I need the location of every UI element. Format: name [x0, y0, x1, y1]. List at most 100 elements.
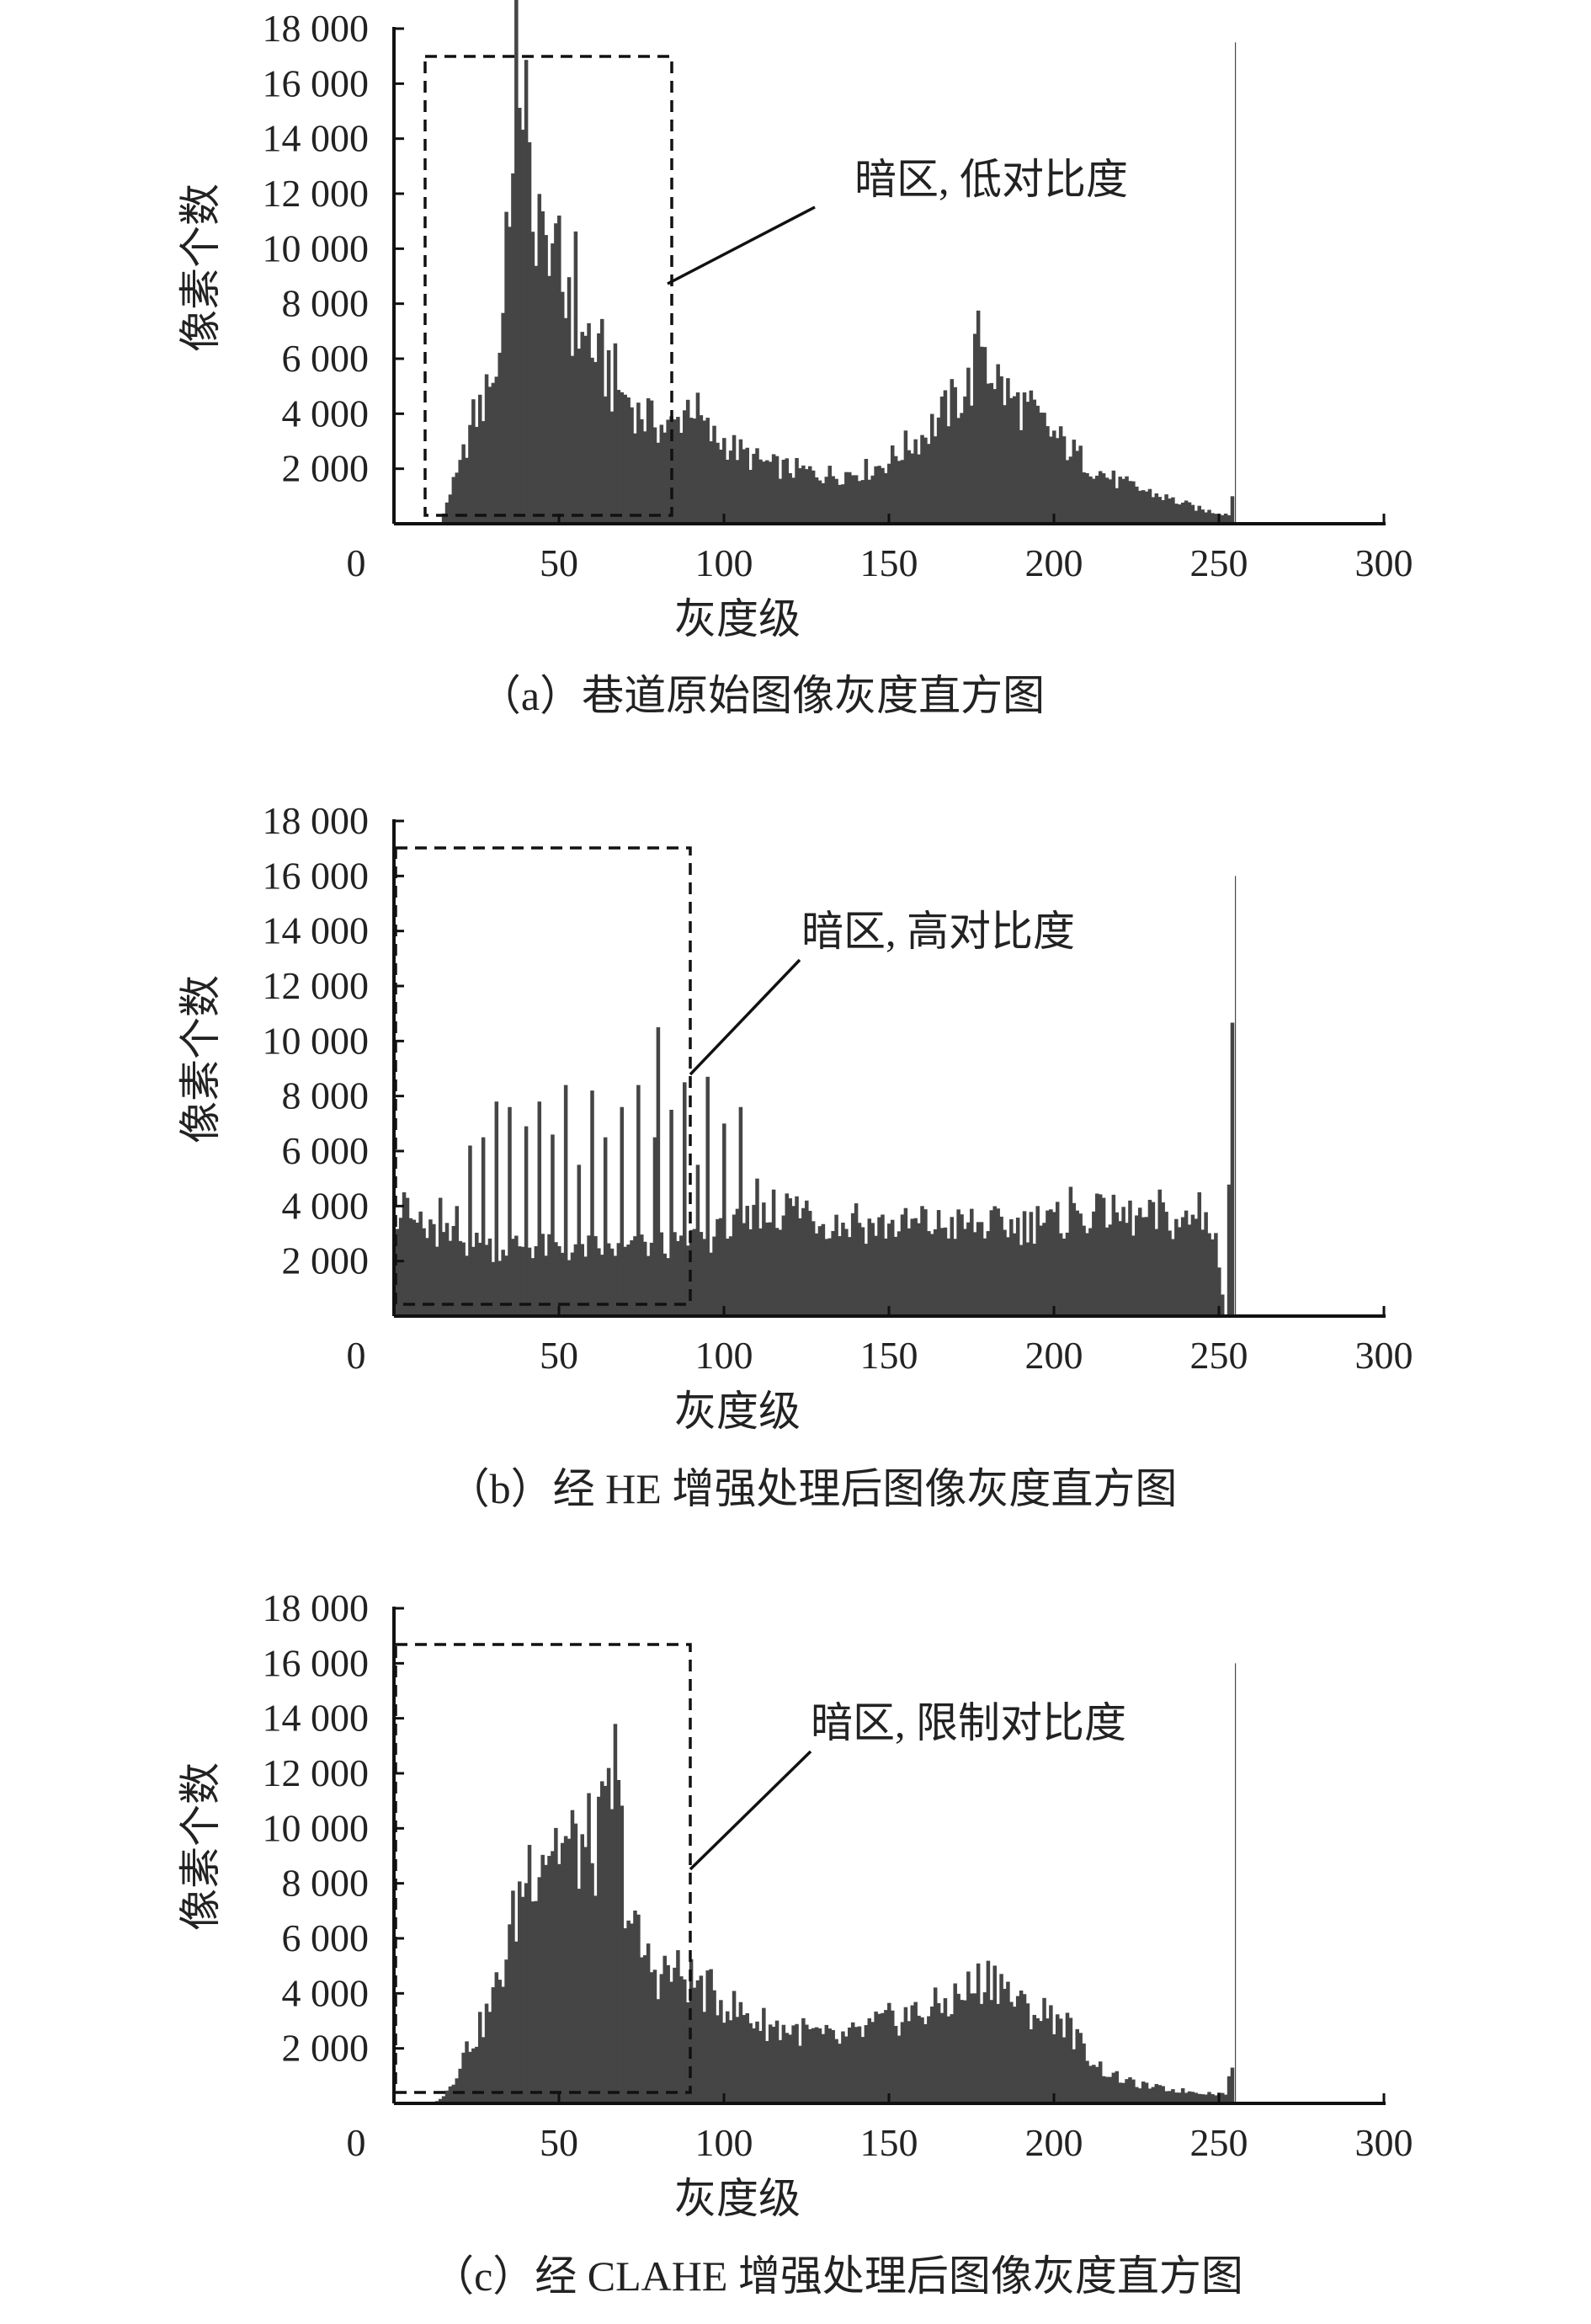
x-tick-label: 50 — [540, 2121, 578, 2164]
histogram-bar — [712, 425, 716, 524]
histogram-bar — [1082, 472, 1086, 524]
histogram-bar — [642, 1241, 647, 1316]
histogram-bar — [468, 424, 472, 524]
histogram-bar — [563, 317, 568, 524]
histogram-bar — [992, 389, 997, 524]
histogram-bar — [834, 2039, 838, 2103]
histogram-bar — [850, 2022, 855, 2103]
histogram-bar — [1147, 2088, 1152, 2103]
histogram-bar — [709, 1969, 713, 2103]
histogram-bar — [636, 1914, 641, 2103]
histogram-bar — [1220, 2092, 1225, 2103]
histogram-bar — [917, 454, 921, 524]
histogram-bar — [778, 1229, 783, 1316]
histogram-bar — [913, 1218, 918, 1316]
histogram-bar — [649, 1242, 654, 1316]
histogram-bar — [662, 1253, 667, 1316]
histogram-bar — [1194, 2092, 1199, 2103]
histogram-bar — [1088, 476, 1093, 524]
histogram-bar — [844, 472, 849, 524]
y-axis-title: 像素个数 — [177, 975, 224, 1143]
histogram-bar — [609, 411, 615, 524]
histogram-bar — [1190, 504, 1195, 524]
histogram-bar — [1104, 1227, 1109, 1316]
histogram-bar — [768, 2024, 773, 2103]
histogram-bar — [765, 1222, 769, 1316]
histogram-bar — [735, 1208, 740, 1316]
histogram-bar — [418, 1211, 423, 1316]
histogram-bar — [448, 494, 453, 524]
histogram-bar — [982, 1238, 987, 1316]
y-tick-label: 10 000 — [263, 1019, 370, 1062]
y-tick-label: 8 000 — [282, 1862, 370, 1905]
histogram-bar — [1039, 1225, 1043, 1316]
histogram-bar — [844, 2036, 849, 2103]
histogram-bar — [475, 426, 479, 524]
histogram-bar — [1125, 2079, 1129, 2103]
histogram-bar — [972, 333, 977, 524]
histogram-bar — [1154, 493, 1159, 524]
histogram-bar — [623, 394, 627, 524]
histogram-bar — [498, 1980, 502, 2103]
histogram-bar — [841, 1223, 845, 1316]
histogram-bar — [508, 1106, 512, 1316]
histogram-bar — [1128, 2077, 1132, 2103]
histogram-bar — [801, 465, 806, 524]
histogram-bar — [1200, 509, 1205, 524]
histogram-bar — [867, 2018, 872, 2103]
histogram-bar — [1161, 499, 1165, 524]
histogram-bar — [805, 469, 809, 524]
histogram-bar — [1065, 1232, 1070, 1316]
histogram-bar — [679, 1235, 684, 1316]
histogram-bar — [1164, 2091, 1168, 2103]
histogram-bar — [551, 243, 555, 524]
histogram-bar — [982, 347, 987, 524]
histogram-bar — [939, 1228, 944, 1316]
histogram-bar — [781, 1215, 786, 1316]
histogram-bar — [1072, 440, 1077, 524]
histogram-bar — [451, 477, 456, 524]
histogram-bar — [1101, 473, 1106, 524]
histogram-bar — [860, 1227, 865, 1316]
histogram-bar — [1174, 1218, 1179, 1316]
x-tick-label: 250 — [1190, 1334, 1248, 1377]
histogram-bar — [518, 1881, 522, 2103]
histogram-bar — [841, 484, 845, 524]
histogram-bar — [992, 1206, 997, 1316]
histogram-bar — [554, 1827, 558, 2103]
histogram-bar — [953, 1239, 957, 1316]
histogram-bar — [970, 1208, 974, 1316]
histogram-bar — [1049, 1209, 1053, 1316]
histogram-bar — [979, 2003, 984, 2103]
histogram-bar — [583, 1256, 588, 1316]
histogram-bar — [623, 1246, 627, 1316]
histogram-bar — [600, 1255, 604, 1316]
histogram-bar — [699, 1232, 704, 1316]
histogram-bar — [405, 1197, 410, 1316]
histogram-bar — [518, 1246, 522, 1316]
histogram-bar — [1164, 1212, 1168, 1316]
histogram-bar — [487, 386, 492, 524]
x-axis-title: 灰度级 — [674, 595, 801, 642]
histogram-bar — [465, 1255, 469, 1316]
histogram-bar — [527, 1845, 532, 2103]
histogram-bar — [758, 1228, 763, 1316]
histogram-bar — [1052, 2034, 1056, 2103]
x-tick-label: 100 — [695, 2121, 753, 2164]
histogram-bar — [755, 2021, 759, 2103]
histogram-bar — [1092, 1211, 1096, 1316]
histogram-bar — [593, 361, 598, 524]
histogram-bar — [514, 0, 519, 524]
histogram-bar — [563, 1085, 568, 1316]
histogram-bar — [1088, 1228, 1093, 1316]
histogram-bar — [821, 482, 826, 524]
histogram-bar — [976, 310, 981, 524]
histogram-bar — [1055, 2014, 1060, 2103]
histogram-bar — [491, 382, 496, 524]
histogram-bar — [683, 410, 687, 524]
histogram-bar — [412, 1219, 417, 1316]
histogram-bar — [742, 2015, 747, 2103]
histogram-bar — [996, 2003, 1000, 2103]
histogram-bar — [1019, 1990, 1024, 2103]
histogram-bar — [874, 466, 878, 524]
